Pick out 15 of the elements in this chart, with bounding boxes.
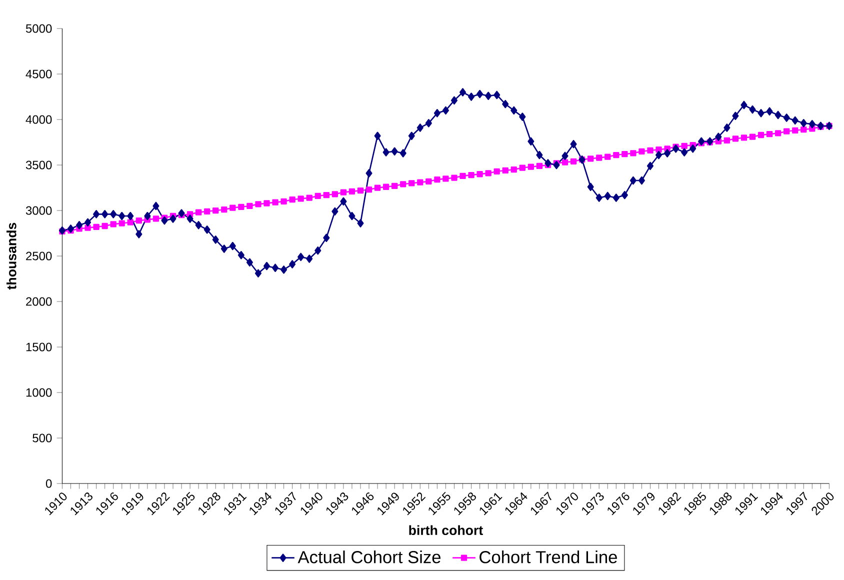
y-tick-label: 2500	[26, 252, 52, 260]
legend-label: Actual Cohort Size	[298, 550, 440, 564]
legend-label: Cohort Trend Line	[480, 550, 617, 564]
y-axis-title: thousands	[6, 222, 16, 290]
y-tick-label: 4500	[26, 70, 52, 78]
y-tick-label: 1000	[26, 388, 52, 397]
y-tick-label: 2000	[26, 297, 52, 306]
y-tick-label: 500	[32, 434, 52, 442]
y-tick-label: 3500	[26, 160, 52, 170]
y-tick-label: 3000	[26, 206, 52, 215]
y-tick-label: 5000	[26, 24, 52, 33]
y-tick-label: 0	[46, 479, 52, 488]
y-tick-label: 1500	[26, 342, 52, 352]
x-axis-title: birth cohort	[409, 525, 483, 536]
y-tick-label: 4000	[26, 115, 52, 124]
